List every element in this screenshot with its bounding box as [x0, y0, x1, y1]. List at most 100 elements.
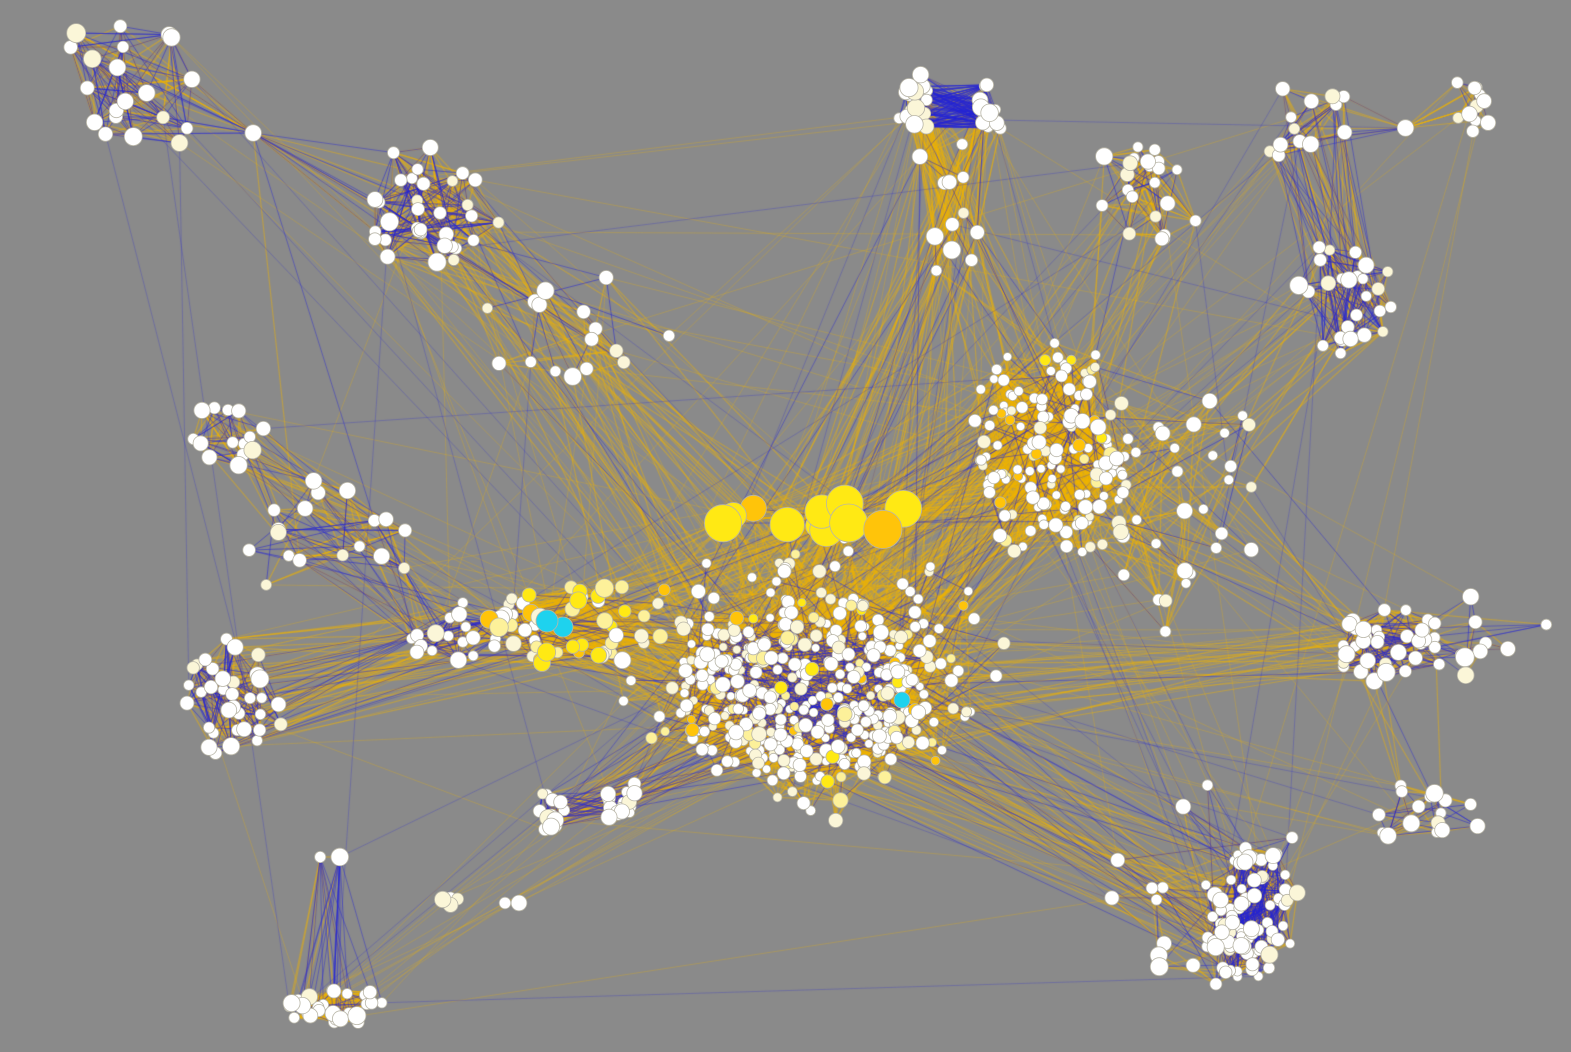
- graph-node[interactable]: [821, 733, 831, 743]
- graph-node[interactable]: [1074, 516, 1089, 530]
- graph-node[interactable]: [969, 224, 985, 240]
- graph-node[interactable]: [460, 621, 472, 633]
- graph-node[interactable]: [1072, 438, 1086, 452]
- graph-node[interactable]: [170, 134, 189, 152]
- graph-node[interactable]: [1288, 122, 1301, 135]
- graph-node[interactable]: [1243, 920, 1260, 938]
- graph-node[interactable]: [576, 304, 591, 320]
- graph-node[interactable]: [992, 528, 1008, 543]
- graph-node[interactable]: [1059, 525, 1073, 539]
- graph-node[interactable]: [273, 717, 288, 732]
- graph-node[interactable]: [202, 721, 215, 734]
- graph-node[interactable]: [1372, 807, 1386, 822]
- graph-node[interactable]: [679, 698, 694, 713]
- graph-node[interactable]: [1396, 119, 1415, 137]
- graph-node[interactable]: [787, 672, 798, 683]
- graph-node[interactable]: [1132, 141, 1144, 153]
- graph-node[interactable]: [1225, 874, 1237, 886]
- graph-node[interactable]: [905, 673, 919, 687]
- graph-node[interactable]: [243, 430, 256, 443]
- graph-node[interactable]: [1288, 884, 1306, 902]
- graph-node[interactable]: [1036, 464, 1046, 474]
- graph-node[interactable]: [1472, 643, 1489, 660]
- graph-node[interactable]: [904, 586, 916, 597]
- graph-node[interactable]: [757, 637, 772, 652]
- graph-node[interactable]: [780, 630, 795, 646]
- graph-node[interactable]: [498, 896, 512, 910]
- graph-node[interactable]: [156, 110, 170, 125]
- graph-node[interactable]: [193, 401, 211, 419]
- graph-node[interactable]: [1207, 911, 1219, 923]
- graph-node[interactable]: [1469, 818, 1486, 835]
- graph-node[interactable]: [1149, 957, 1169, 977]
- graph-node[interactable]: [1049, 338, 1060, 349]
- graph-node[interactable]: [910, 704, 927, 720]
- graph-node[interactable]: [505, 592, 518, 605]
- graph-node[interactable]: [957, 207, 970, 219]
- graph-node[interactable]: [1145, 881, 1159, 895]
- graph-node[interactable]: [413, 222, 428, 237]
- graph-node[interactable]: [797, 637, 812, 652]
- graph-node[interactable]: [699, 646, 716, 663]
- graph-node[interactable]: [1206, 938, 1225, 957]
- graph-node[interactable]: [776, 766, 791, 781]
- graph-node[interactable]: [1370, 635, 1385, 650]
- graph-node[interactable]: [510, 894, 528, 912]
- graph-node[interactable]: [1033, 421, 1048, 435]
- graph-node[interactable]: [243, 440, 262, 460]
- graph-node[interactable]: [1015, 401, 1029, 414]
- graph-node[interactable]: [491, 355, 507, 371]
- graph-node[interactable]: [1154, 425, 1171, 442]
- graph-node[interactable]: [704, 504, 743, 543]
- graph-node[interactable]: [433, 206, 447, 220]
- graph-node[interactable]: [1302, 135, 1320, 153]
- graph-node[interactable]: [763, 650, 779, 666]
- graph-node[interactable]: [777, 564, 792, 579]
- graph-node[interactable]: [467, 172, 483, 188]
- graph-node[interactable]: [282, 994, 301, 1012]
- graph-node[interactable]: [882, 708, 898, 724]
- graph-node[interactable]: [909, 621, 921, 633]
- graph-node[interactable]: [1024, 466, 1035, 477]
- graph-node[interactable]: [836, 706, 853, 722]
- graph-node[interactable]: [1007, 544, 1022, 559]
- graph-node[interactable]: [1246, 872, 1262, 888]
- graph-node[interactable]: [1324, 244, 1336, 256]
- graph-node[interactable]: [379, 248, 396, 265]
- graph-node[interactable]: [1036, 393, 1049, 406]
- graph-node[interactable]: [1285, 111, 1297, 123]
- graph-node[interactable]: [1059, 539, 1074, 554]
- graph-node[interactable]: [1148, 143, 1161, 156]
- graph-node[interactable]: [1060, 500, 1071, 512]
- graph-node[interactable]: [447, 253, 460, 266]
- graph-node[interactable]: [769, 506, 805, 543]
- graph-node[interactable]: [983, 486, 996, 499]
- graph-node[interactable]: [749, 665, 763, 679]
- graph-node[interactable]: [1122, 433, 1134, 445]
- graph-node[interactable]: [1114, 396, 1129, 411]
- graph-node[interactable]: [1015, 421, 1026, 432]
- graph-node[interactable]: [808, 611, 820, 624]
- graph-node[interactable]: [893, 691, 911, 709]
- graph-node[interactable]: [846, 732, 857, 743]
- graph-node[interactable]: [854, 619, 868, 633]
- graph-node[interactable]: [1236, 853, 1254, 871]
- graph-node[interactable]: [832, 792, 849, 809]
- graph-node[interactable]: [600, 808, 618, 826]
- graph-node[interactable]: [398, 562, 411, 575]
- graph-node[interactable]: [487, 639, 501, 653]
- graph-node[interactable]: [729, 611, 744, 626]
- graph-node[interactable]: [1320, 275, 1337, 292]
- graph-node[interactable]: [1223, 474, 1235, 486]
- graph-node[interactable]: [787, 657, 802, 672]
- graph-node[interactable]: [707, 711, 722, 726]
- graph-node[interactable]: [1312, 240, 1326, 254]
- graph-node[interactable]: [251, 734, 263, 747]
- graph-node[interactable]: [1242, 417, 1256, 432]
- graph-node[interactable]: [614, 579, 630, 595]
- graph-node[interactable]: [362, 985, 378, 1000]
- graph-node[interactable]: [254, 708, 267, 721]
- graph-node[interactable]: [1395, 785, 1409, 798]
- graph-node[interactable]: [748, 613, 759, 624]
- graph-node[interactable]: [930, 755, 941, 766]
